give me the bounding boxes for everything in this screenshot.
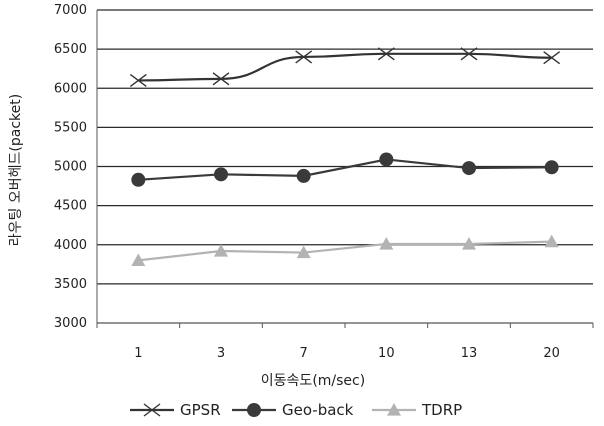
y-axis-label: 라우팅 오버헤드(packet) xyxy=(8,94,24,246)
series-gpsr xyxy=(129,47,561,87)
x-axis-label: 이동속도(m/sec) xyxy=(261,373,365,389)
y-tick-label: 6000 xyxy=(54,81,87,96)
data-point xyxy=(214,244,228,257)
data-point xyxy=(131,172,146,187)
data-point xyxy=(462,236,476,250)
data-point xyxy=(296,245,311,259)
y-tick-label: 6500 xyxy=(54,42,87,57)
legend-label: GPSR xyxy=(180,401,221,419)
legend-label: Geo-back xyxy=(282,401,354,419)
data-point xyxy=(462,161,476,176)
x-tick-label: 3 xyxy=(217,346,225,361)
y-tick-label: 7000 xyxy=(54,3,87,18)
legend-item-gpsr: GPSR xyxy=(130,401,221,419)
data-point xyxy=(544,160,559,175)
data-point xyxy=(377,47,395,61)
x-tick-label: 1 xyxy=(134,346,142,361)
data-point xyxy=(544,234,559,248)
x-tick-label: 13 xyxy=(461,346,478,361)
legend-label: TDRP xyxy=(421,401,462,419)
legend-item-geo-back: Geo-back xyxy=(232,401,354,419)
grid-lines xyxy=(96,9,594,328)
data-point xyxy=(460,47,478,61)
legend-marker xyxy=(143,403,161,417)
data-point xyxy=(131,253,146,266)
data-point xyxy=(379,236,394,250)
series-tdrp xyxy=(131,234,559,266)
series-line xyxy=(138,52,552,82)
data-point xyxy=(212,72,230,86)
data-point xyxy=(129,73,147,87)
legend-item-tdrp: TDRP xyxy=(372,401,462,419)
y-tick-label: 5500 xyxy=(54,120,87,135)
y-tick-labels: 3000 3500 4000 4500 5000 5500 6000 6500 7000 xyxy=(54,3,87,331)
x-tick-label: 7 xyxy=(300,346,308,361)
y-tick-label: 4500 xyxy=(54,199,87,214)
x-tick-label: 20 xyxy=(543,346,560,361)
data-point xyxy=(295,50,313,64)
legend-marker xyxy=(247,403,261,417)
data-point xyxy=(214,167,228,182)
legend-marker xyxy=(387,403,401,416)
y-tick-label: 4000 xyxy=(54,238,87,253)
data-point xyxy=(296,168,311,183)
data-point xyxy=(379,152,394,167)
x-tick-label: 10 xyxy=(378,346,395,361)
series-layer xyxy=(129,47,561,266)
series-line xyxy=(138,240,552,262)
x-tick-labels: 1 3 7 10 13 20 xyxy=(134,346,560,361)
y-tick-label: 5000 xyxy=(54,160,87,175)
legend: GPSR Geo-back TDRP xyxy=(130,401,462,419)
data-point xyxy=(543,51,561,65)
series-geo-back xyxy=(131,152,559,187)
y-tick-label: 3500 xyxy=(54,277,87,292)
series-line xyxy=(138,158,552,181)
y-tick-label: 3000 xyxy=(54,316,87,331)
